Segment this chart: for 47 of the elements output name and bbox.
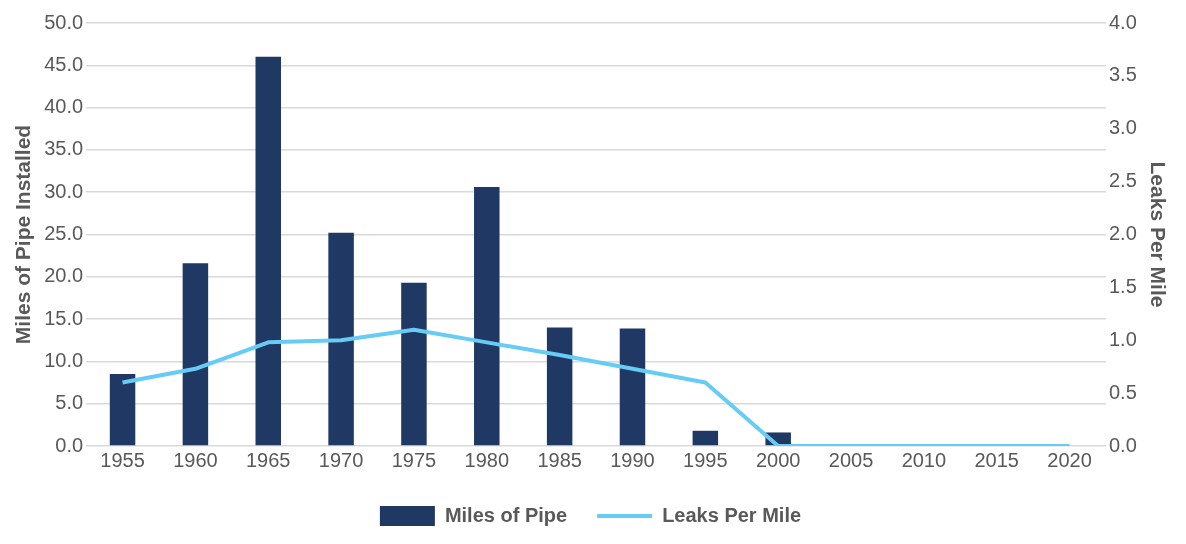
bar: [109, 374, 136, 446]
y2-tick-label: 0.0: [1109, 433, 1137, 456]
x-tick-label: 1960: [173, 448, 218, 471]
y-tick-label: 20.0: [44, 264, 84, 287]
x-tick-label: 1995: [683, 448, 728, 471]
y2-tick-label: 4.0: [1109, 10, 1137, 33]
x-tick-label: 1980: [464, 448, 510, 471]
y-tick-label: 40.0: [44, 95, 84, 118]
x-tick-label: 1965: [246, 448, 291, 471]
x-tick-label: 1955: [100, 448, 145, 471]
legend-label: Leaks Per Mile: [662, 503, 802, 526]
bar: [182, 263, 209, 446]
bar: [474, 187, 500, 446]
y-tick-label: 25.0: [44, 222, 84, 245]
x-tick-label: 1970: [318, 448, 364, 471]
y2-tick-label: 3.0: [1109, 116, 1137, 139]
x-tick-label: 2010: [901, 448, 947, 471]
y2-axis-title: Leaks Per Mile: [1146, 161, 1170, 308]
y-tick-label: 50.0: [44, 10, 84, 33]
x-tick-label: 1985: [537, 448, 582, 471]
x-tick-label: 1990: [610, 448, 655, 471]
y2-tick-label: 3.5: [1109, 63, 1137, 86]
bar: [692, 430, 719, 446]
y-tick-label: 5.0: [55, 391, 84, 414]
y2-tick-label: 1.5: [1109, 274, 1137, 297]
y-tick-label: 15.0: [44, 306, 84, 329]
bar: [619, 328, 646, 446]
y-tick-label: 35.0: [44, 137, 84, 160]
bar: [328, 232, 354, 446]
y-tick-label: 10.0: [44, 348, 84, 371]
y-tick-label: 30.0: [44, 179, 84, 202]
bar: [401, 282, 427, 446]
y2-tick-label: 2.0: [1109, 222, 1137, 245]
x-tick-label: 1975: [391, 448, 437, 471]
legend-label: Miles of Pipe: [444, 503, 568, 526]
x-tick-label: 2005: [828, 448, 874, 471]
y2-tick-label: 1.0: [1109, 327, 1137, 350]
y-tick-label: 45.0: [44, 52, 84, 75]
bar: [546, 327, 573, 446]
y2-tick-label: 0.5: [1109, 380, 1137, 403]
x-tick-label: 2015: [974, 448, 1019, 471]
y-tick-label: 0.0: [55, 433, 84, 456]
y-axis-title: Miles of Pipe Installed: [11, 124, 35, 345]
x-tick-label: 2000: [755, 448, 801, 471]
bar: [255, 56, 281, 446]
y2-tick-label: 2.5: [1109, 169, 1137, 192]
x-tick-label: 2020: [1047, 448, 1092, 471]
